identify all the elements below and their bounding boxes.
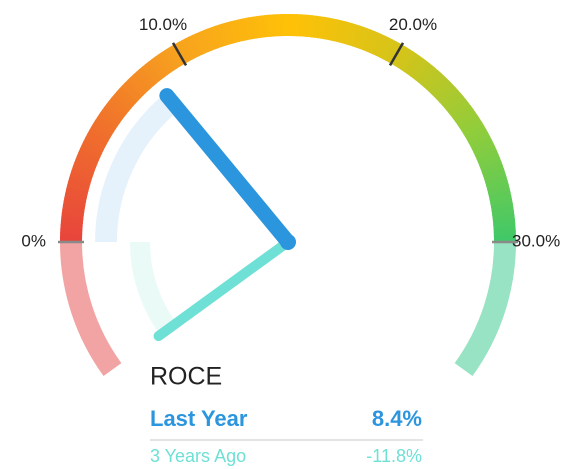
needle [159, 88, 296, 250]
inner-track [130, 241, 177, 335]
legend-value: 8.4% [372, 406, 422, 431]
inner-track [95, 93, 180, 243]
needle [153, 237, 293, 342]
tick-label: 30.0% [512, 231, 560, 250]
tick-label: 10.0% [139, 15, 187, 34]
legend-value: -11.8% [366, 446, 422, 466]
gauge-title: ROCE [150, 363, 222, 391]
gauge-over-range [454, 241, 516, 377]
tick-label: 20.0% [389, 15, 437, 34]
tick-mark [171, 42, 188, 66]
legend-name: Last Year [150, 406, 248, 431]
tick-mark [388, 42, 405, 66]
legend-name: 3 Years Ago [150, 446, 246, 466]
tick-label: 0% [21, 231, 46, 250]
gauge-under-range [60, 241, 122, 377]
needle-hub [280, 234, 296, 250]
